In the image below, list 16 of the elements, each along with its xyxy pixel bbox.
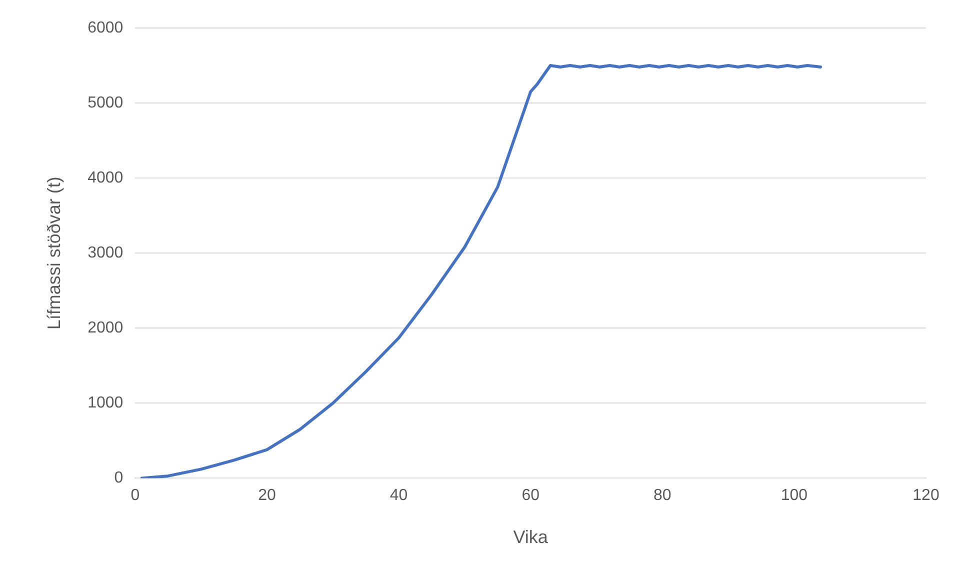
x-tick-label: 100 (780, 487, 808, 504)
x-axis-title: Vika (513, 527, 549, 548)
x-tick-label: 60 (522, 487, 540, 504)
y-tick-label: 1000 (88, 394, 124, 412)
x-tick-label: 80 (654, 487, 672, 504)
y-tick-label: 2000 (88, 320, 124, 337)
y-tick-label: 5000 (88, 94, 124, 112)
y-tick-label: 3000 (88, 244, 124, 262)
x-tick-label: 0 (130, 487, 140, 504)
x-tick-label: 120 (912, 487, 940, 504)
x-tick-label: 20 (258, 487, 276, 504)
y-tick-label: 4000 (88, 169, 124, 186)
x-tick-label: 40 (390, 487, 408, 504)
y-axis-title: Lífmassi stöðvar (t) (44, 176, 64, 330)
y-tick-label: 0 (114, 470, 124, 487)
y-tick-label: 6000 (88, 19, 124, 36)
